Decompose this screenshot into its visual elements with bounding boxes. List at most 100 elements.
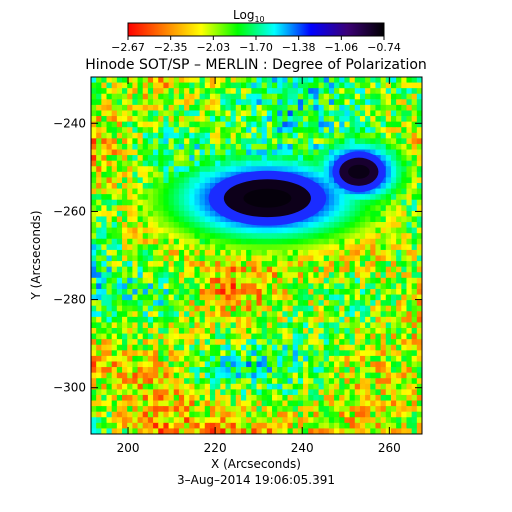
map-cell — [277, 294, 283, 301]
map-cell — [246, 361, 252, 368]
map-cell — [142, 422, 149, 430]
map-cell — [313, 300, 320, 307]
map-cell — [204, 199, 211, 206]
map-cell — [323, 99, 330, 106]
map-cell — [287, 328, 294, 335]
map-cell — [313, 328, 320, 335]
map-cell — [396, 104, 402, 112]
map-cell — [256, 244, 263, 251]
map-cell — [194, 428, 201, 434]
map-cell — [209, 210, 216, 218]
map-cell — [163, 367, 170, 374]
map-cell — [132, 177, 139, 184]
map-cell — [339, 116, 346, 123]
map-cell — [354, 233, 361, 240]
map-cell — [111, 305, 118, 312]
map-cell — [199, 283, 206, 290]
map-cell — [323, 378, 330, 385]
map-cell — [147, 272, 154, 279]
map-cell — [277, 316, 283, 324]
map-cell — [215, 104, 221, 112]
map-cell — [266, 322, 273, 329]
map-cell — [153, 283, 159, 290]
map-cell — [189, 82, 196, 89]
map-cell — [323, 166, 330, 173]
map-cell — [101, 233, 108, 240]
map-cell — [411, 121, 418, 128]
map-cell — [122, 166, 128, 173]
map-cell — [334, 104, 340, 112]
map-cell — [411, 300, 418, 307]
map-cell — [132, 233, 139, 240]
map-cell — [204, 350, 211, 357]
map-cell — [256, 104, 263, 112]
map-cell — [96, 411, 102, 418]
map-cell — [344, 417, 351, 424]
map-cell — [153, 194, 159, 201]
map-cell — [246, 138, 252, 145]
map-cell — [359, 333, 366, 340]
map-cell — [277, 333, 283, 340]
map-cell — [132, 316, 139, 324]
map-cell — [168, 367, 175, 374]
map-cell — [365, 344, 371, 351]
map-cell — [153, 344, 159, 351]
map-cell — [411, 333, 418, 340]
map-cell — [375, 372, 382, 379]
map-cell — [220, 110, 227, 117]
map-cell — [266, 378, 273, 385]
map-cell — [339, 272, 346, 279]
map-cell — [122, 227, 128, 234]
map-cell — [184, 99, 190, 106]
map-cell — [101, 300, 108, 307]
map-cell — [122, 428, 128, 434]
map-cell — [370, 121, 377, 128]
map-cell — [184, 238, 190, 245]
map-cell — [416, 93, 422, 100]
map-cell — [396, 160, 402, 167]
map-cell — [411, 188, 418, 195]
map-cell — [396, 266, 402, 273]
map-cell — [127, 77, 133, 84]
map-cell — [240, 272, 247, 279]
map-cell — [396, 367, 402, 374]
map-cell — [168, 355, 175, 363]
map-cell — [277, 166, 283, 173]
map-cell — [132, 143, 139, 151]
map-cell — [168, 82, 175, 89]
map-cell — [339, 300, 346, 307]
map-cell — [194, 333, 201, 340]
map-cell — [303, 300, 309, 307]
map-cell — [158, 378, 164, 385]
map-cell — [240, 143, 247, 151]
map-cell — [158, 216, 164, 223]
map-cell — [189, 182, 196, 190]
map-cell — [313, 249, 320, 257]
map-cell — [178, 93, 185, 100]
map-cell — [111, 355, 118, 363]
map-cell — [111, 378, 118, 385]
map-cell — [256, 110, 263, 117]
map-cell — [370, 266, 377, 273]
map-cell — [189, 160, 196, 167]
map-cell — [380, 288, 387, 296]
map-cell — [318, 283, 325, 290]
map-cell — [318, 333, 325, 340]
map-cell — [416, 367, 422, 374]
map-cell — [323, 272, 330, 279]
map-cell — [261, 288, 268, 296]
map-cell — [173, 311, 180, 318]
map-cell — [199, 77, 206, 84]
map-cell — [282, 322, 289, 329]
map-cell — [287, 227, 294, 234]
map-cell — [194, 328, 201, 335]
map-cell — [282, 93, 289, 100]
map-cell — [365, 127, 371, 134]
map-cell — [137, 283, 144, 290]
map-cell — [147, 132, 154, 139]
map-cell — [349, 378, 356, 385]
map-cell — [266, 155, 273, 162]
map-cell — [122, 367, 128, 374]
map-cell — [235, 394, 242, 402]
map-cell — [261, 400, 268, 407]
